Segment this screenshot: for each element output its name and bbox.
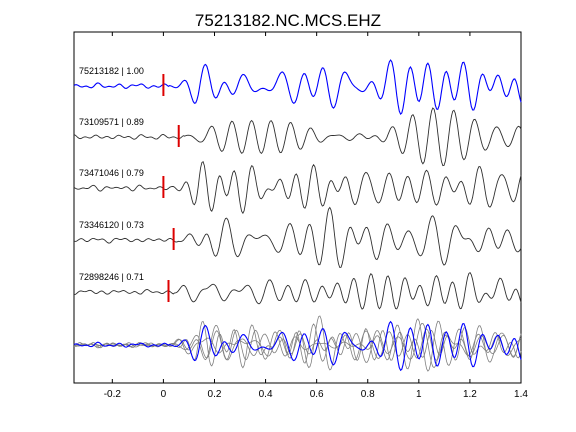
stack-overlay-group <box>74 316 521 371</box>
trace-line <box>74 208 521 268</box>
x-tick-label: 0 <box>161 389 167 400</box>
x-tick-label: 1.2 <box>463 389 477 400</box>
x-tick-label: 0.8 <box>361 389 375 400</box>
chart-title: 75213182.NC.MCS.EHZ <box>195 11 381 30</box>
x-tick-label: 1.4 <box>514 389 528 400</box>
trace-label: 75213182 | 1.00 <box>79 66 144 76</box>
x-tick-label: 0.6 <box>310 389 324 400</box>
x-tick-label: -0.2 <box>104 389 122 400</box>
x-tick-label: 0.2 <box>208 389 222 400</box>
trace-labels-group: 75213182 | 1.00 73109571 | 0.89 73471046 |… <box>79 66 144 282</box>
trace-label: 73109571 | 0.89 <box>79 117 144 127</box>
trace-label: 73471046 | 0.79 <box>79 168 144 178</box>
plot-frame <box>74 32 521 383</box>
picks-group <box>163 74 178 302</box>
x-tick-label: 0.4 <box>259 389 273 400</box>
x-tick-label: 1 <box>416 389 422 400</box>
trace-label: 73346120 | 0.73 <box>79 220 144 230</box>
trace-label: 72898246 | 0.71 <box>79 272 144 282</box>
